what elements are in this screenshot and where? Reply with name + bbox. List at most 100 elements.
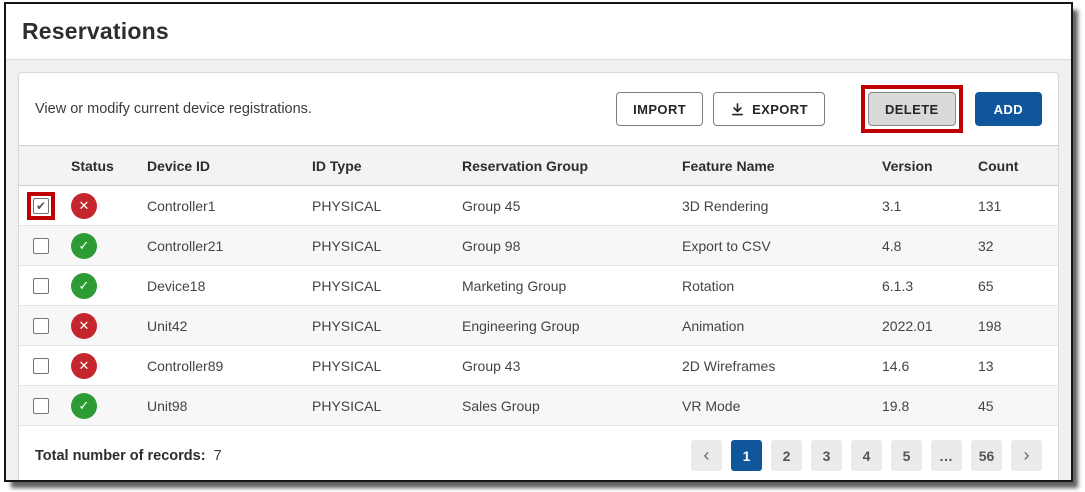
status-cell: ✓ [63,226,139,266]
page-button-5[interactable]: 5 [891,440,922,471]
table-row: ✔ ✕ Unit42 PHYSICAL Engineering Group An… [19,305,1058,346]
id-type-cell: PHYSICAL [312,397,382,414]
next-page-button[interactable]: › [1011,440,1042,471]
page-button-1[interactable]: 1 [731,440,762,471]
table-row: ✔ ✕ Controller89 PHYSICAL Group 43 2D Wi… [19,345,1058,386]
row-checkbox[interactable]: ✔ [33,398,49,414]
version-cell: 2022.01 [882,317,933,334]
device-id-cell: Controller21 [147,237,224,254]
reservations-table: Status Device ID ID Type Reservation Gro… [19,145,1058,426]
status-ok-icon: ✓ [71,392,97,419]
workspace: View or modify current device registrati… [6,60,1071,480]
count-cell: 65 [978,277,994,294]
status-cell: ✓ [63,386,139,426]
page-button-56[interactable]: 56 [971,440,1002,471]
count-cell: 32 [978,237,994,254]
id-type-cell: PHYSICAL [312,357,382,374]
row-select-cell: ✔ [19,386,63,426]
add-button-label: ADD [993,101,1023,117]
reservation-group-cell: Marketing Group [462,277,567,294]
reservations-window: Reservations View or modify current devi… [4,2,1073,482]
status-error-icon: ✕ [71,312,97,339]
row-checkbox[interactable]: ✔ [33,238,49,254]
column-header-id-type: ID Type [312,157,362,174]
add-button[interactable]: ADD [974,92,1042,126]
row-checkbox[interactable]: ✔ [33,358,49,374]
row-checkbox[interactable]: ✔ [33,197,49,214]
page-button-4[interactable]: 4 [851,440,882,471]
card-footer: Total number of records: 7 ‹ 1 2 3 4 5 … 56 › [19,426,1058,480]
column-header-version: Version [882,157,933,174]
count-cell: 45 [978,397,994,414]
total-records: Total number of records: 7 [35,448,222,464]
version-cell: 3.1 [882,197,902,214]
device-id-cell: Unit98 [147,397,188,414]
status-cell: ✕ [63,186,139,226]
annotation-box-checkbox: ✔ [27,191,55,220]
status-ok-icon: ✓ [71,232,97,259]
column-header-count: Count [978,157,1019,174]
status-error-icon: ✕ [71,352,97,379]
table-header-row: Status Device ID ID Type Reservation Gro… [19,145,1058,186]
id-type-cell: PHYSICAL [312,277,382,294]
device-id-cell: Unit42 [147,317,188,334]
column-header-status: Status [71,157,114,174]
count-cell: 198 [978,317,1002,334]
id-type-cell: PHYSICAL [312,317,382,334]
page-header: Reservations [6,4,1071,60]
column-header-feature-name: Feature Name [682,157,775,174]
export-button-label: EXPORT [752,101,808,117]
status-error-icon: ✕ [71,192,97,219]
version-cell: 19.8 [882,397,910,414]
id-type-cell: PHYSICAL [312,237,382,254]
previous-page-button[interactable]: ‹ [691,440,722,471]
device-id-cell: Controller89 [147,357,224,374]
feature-name-cell: 2D Wireframes [682,357,776,374]
reservation-group-cell: Group 43 [462,357,521,374]
count-cell: 13 [978,357,994,374]
row-checkbox[interactable]: ✔ [33,278,49,294]
page-title: Reservations [22,18,169,44]
feature-name-cell: Export to CSV [682,237,771,254]
toolbar-actions: IMPORT EXPORT DELETE [616,85,1042,133]
feature-name-cell: Animation [682,317,745,334]
feature-name-cell: 3D Rendering [682,197,769,214]
version-cell: 14.6 [882,357,910,374]
download-icon [730,102,745,117]
feature-name-cell: VR Mode [682,397,741,414]
reservation-group-cell: Group 45 [462,197,521,214]
table-row: ✔ ✓ Device18 PHYSICAL Marketing Group Ro… [19,265,1058,306]
delete-button-label: DELETE [884,101,939,117]
count-cell: 131 [978,197,1002,214]
import-button[interactable]: IMPORT [616,92,704,126]
feature-name-cell: Rotation [682,277,735,294]
status-ok-icon: ✓ [71,272,97,299]
delete-button[interactable]: DELETE [867,92,956,126]
reservations-card: View or modify current device registrati… [18,72,1059,480]
card-description: View or modify current device registrati… [35,101,312,117]
row-select-cell: ✔ [19,306,63,346]
row-checkbox[interactable]: ✔ [33,318,49,334]
export-button[interactable]: EXPORT [713,92,825,126]
pagination-ellipsis: … [931,440,962,471]
version-cell: 4.8 [882,237,902,254]
page-button-3[interactable]: 3 [811,440,842,471]
device-id-cell: Device18 [147,277,206,294]
page-button-2[interactable]: 2 [771,440,802,471]
total-records-value: 7 [213,447,222,464]
status-cell: ✕ [63,306,139,346]
total-records-label: Total number of records: [35,447,206,464]
column-header-device-id: Device ID [147,157,211,174]
row-select-cell: ✔ [19,266,63,306]
reservation-group-cell: Group 98 [462,237,521,254]
id-type-cell: PHYSICAL [312,197,382,214]
table-row: ✔ ✕ Controller1 PHYSICAL Group 45 3D Ren… [19,185,1058,226]
pagination: ‹ 1 2 3 4 5 … 56 › [691,440,1042,471]
reservation-group-cell: Sales Group [462,397,540,414]
table-row: ✔ ✓ Unit98 PHYSICAL Sales Group VR Mode … [19,385,1058,426]
select-all-header [19,146,63,186]
status-cell: ✕ [63,346,139,386]
row-select-cell: ✔ [19,186,63,226]
column-header-reservation-group: Reservation Group [462,157,589,174]
row-select-cell: ✔ [19,226,63,266]
